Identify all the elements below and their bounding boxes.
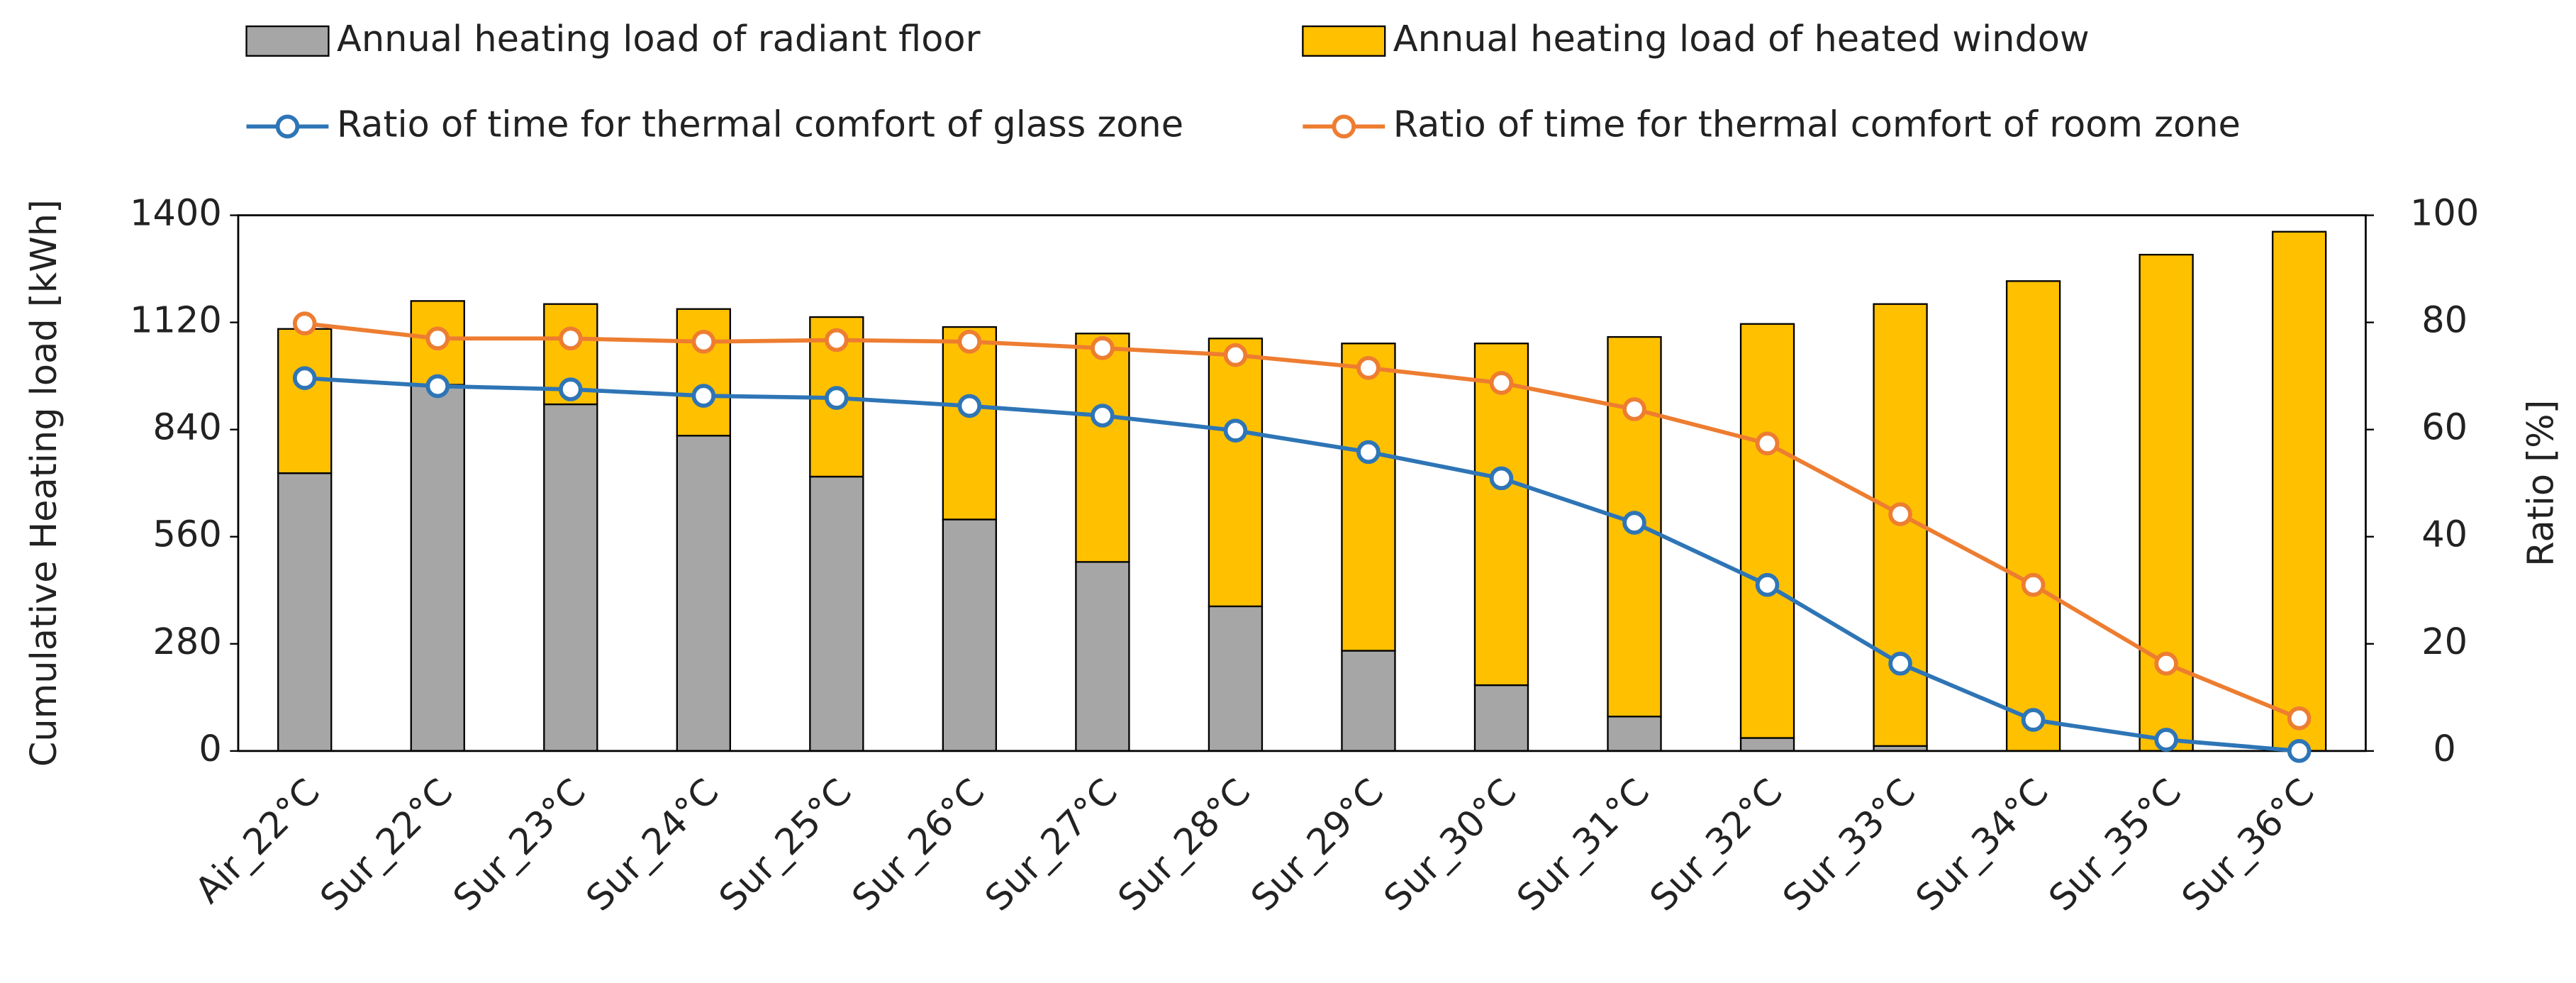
marker xyxy=(1888,651,1912,676)
marker xyxy=(1091,336,1115,360)
legend-marker xyxy=(275,114,300,139)
x-tick-label: Sur_32°C xyxy=(1642,771,1790,919)
line xyxy=(304,321,2300,721)
marker xyxy=(691,329,716,354)
legend-swatch xyxy=(245,25,330,57)
marker xyxy=(1223,343,1248,367)
x-tick-label: Sur_31°C xyxy=(1510,771,1658,919)
y-tick-label: 560 xyxy=(153,514,222,556)
y2-tick-label: 80 xyxy=(2421,300,2468,342)
bar xyxy=(676,308,731,437)
marker xyxy=(1356,355,1381,380)
x-tick-label: Sur_35°C xyxy=(2041,771,2190,919)
legend-swatch xyxy=(1302,25,1386,57)
bar xyxy=(1341,343,1396,652)
marker xyxy=(1091,404,1115,428)
x-tick-label: Sur_30°C xyxy=(1376,771,1524,919)
marker xyxy=(2154,728,2178,752)
x-tick-label: Sur_24°C xyxy=(579,771,727,919)
y-tick-label: 1120 xyxy=(130,300,222,342)
y2-axis-title: Ratio [%] xyxy=(2521,400,2563,567)
x-tick-label: Sur_27°C xyxy=(978,771,1126,919)
bar xyxy=(1075,561,1130,752)
x-tick-label: Sur_29°C xyxy=(1244,771,1392,919)
marker xyxy=(957,394,982,418)
y-tick-label: 280 xyxy=(153,621,222,663)
legend-marker xyxy=(1332,114,1356,139)
bar xyxy=(2139,253,2194,752)
x-tick-label: Sur_34°C xyxy=(1908,771,2056,919)
bar xyxy=(277,472,333,752)
marker xyxy=(2287,739,2312,763)
marker xyxy=(2021,708,2046,732)
bar xyxy=(942,326,998,521)
marker xyxy=(1223,418,1248,443)
y2-tick-label: 100 xyxy=(2410,193,2479,235)
y-tick-label: 840 xyxy=(153,407,222,449)
bar xyxy=(1739,323,1795,739)
y2-tick-label: 0 xyxy=(2433,728,2455,770)
bar xyxy=(1341,650,1396,752)
x-tick-label: Sur_36°C xyxy=(2174,771,2322,919)
bar xyxy=(1208,338,1264,608)
marker xyxy=(2287,706,2312,731)
marker xyxy=(1622,397,1646,421)
bar xyxy=(1473,684,1529,752)
y2-tick-label: 20 xyxy=(2421,621,2468,663)
marker xyxy=(1356,440,1381,465)
bar xyxy=(1473,343,1529,687)
marker xyxy=(1888,502,1912,526)
bar xyxy=(1208,605,1264,752)
marker xyxy=(558,326,583,351)
plot-frame xyxy=(237,214,2367,752)
legend-label: Annual heating load of radiant floor xyxy=(337,18,981,60)
bar xyxy=(1075,333,1130,563)
marker xyxy=(292,366,317,390)
x-tick-label: Sur_23°C xyxy=(445,771,593,919)
bar xyxy=(942,518,998,752)
x-tick-label: Sur_25°C xyxy=(712,771,860,919)
marker xyxy=(825,328,849,352)
bar xyxy=(543,403,598,752)
marker xyxy=(1489,466,1514,491)
bar xyxy=(2005,280,2061,752)
marker xyxy=(1489,371,1514,395)
legend-label: Ratio of time for thermal comfort of gla… xyxy=(337,104,1183,145)
marker xyxy=(1755,431,1780,456)
marker xyxy=(2154,651,2178,676)
bar xyxy=(2271,231,2327,752)
legend-label: Annual heating load of heated window xyxy=(1393,18,2090,60)
bar xyxy=(1739,737,1795,752)
y2-tick-label: 40 xyxy=(2421,514,2468,556)
marker xyxy=(425,326,450,351)
x-tick-label: Air_22°C xyxy=(187,771,328,911)
bar xyxy=(277,328,333,474)
marker xyxy=(691,384,716,408)
marker xyxy=(1755,572,1780,597)
x-tick-label: Sur_22°C xyxy=(313,771,461,919)
line xyxy=(304,376,2299,753)
bar xyxy=(1607,716,1662,752)
marker xyxy=(558,377,583,401)
legend-label: Ratio of time for thermal comfort of roo… xyxy=(1393,104,2241,145)
y-tick-label: 1400 xyxy=(130,193,222,235)
y2-tick-label: 60 xyxy=(2421,407,2468,449)
marker xyxy=(425,374,450,399)
marker xyxy=(292,311,317,335)
x-tick-label: Sur_26°C xyxy=(844,771,993,919)
marker xyxy=(957,329,982,354)
marker xyxy=(2021,572,2046,597)
y-axis-title: Cumulative Heating load [kWh] xyxy=(23,199,65,767)
marker xyxy=(825,386,849,410)
x-tick-label: Sur_33°C xyxy=(1775,771,1924,919)
marker xyxy=(1622,511,1646,535)
bar xyxy=(676,435,731,752)
x-tick-label: Sur_28°C xyxy=(1110,771,1259,919)
bar xyxy=(809,475,864,752)
y-tick-label: 0 xyxy=(199,728,221,770)
bar xyxy=(410,384,465,752)
